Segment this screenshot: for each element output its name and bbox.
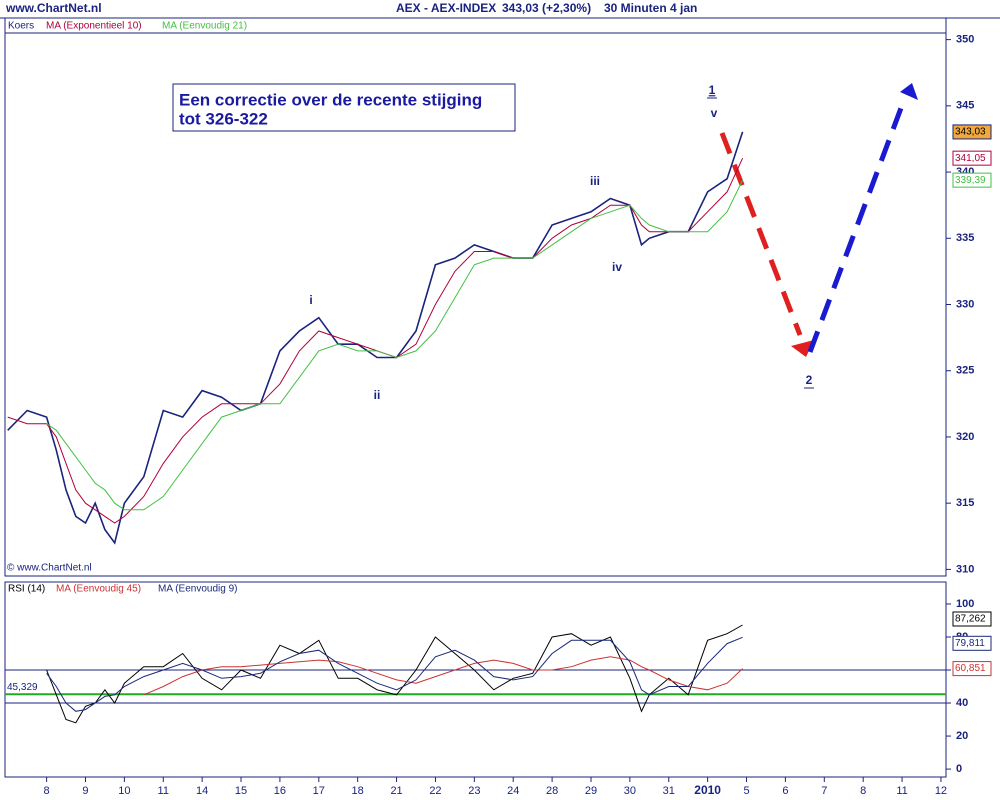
series-line: [46, 179, 744, 511]
series-line: [7, 157, 744, 524]
x-tick-label: 15: [235, 785, 247, 797]
x-tick-label: 8: [44, 785, 50, 797]
copyright: © www.ChartNet.nl: [7, 563, 92, 574]
x-tick-label: 18: [352, 785, 364, 797]
series-line: [46, 636, 743, 712]
last-value-box: [952, 635, 992, 651]
x-tick-label: 23: [468, 785, 480, 797]
plot-layer: 310315320325330335340345350343,03341,053…: [5, 34, 992, 797]
legend-entry: MA (Eenvoudig 21): [162, 21, 247, 32]
last-value-box: [952, 172, 992, 188]
x-tick-label: 9: [82, 785, 88, 797]
legend-entry: MA (Exponentieel 10): [46, 21, 142, 32]
y-tick-label: 315: [956, 497, 974, 509]
x-tick-label: 11: [158, 785, 169, 797]
x-tick-label: 28: [546, 785, 558, 797]
y-tick-label: 325: [956, 365, 974, 377]
reference-label: 45,329: [7, 682, 38, 693]
y-tick-label: 335: [956, 232, 974, 244]
last-value-box: [952, 611, 992, 627]
y-tick-label: 0: [956, 763, 962, 775]
y-tick-label: 350: [956, 34, 974, 46]
rsi-panel: [4, 581, 947, 778]
series-line: [46, 624, 743, 724]
quote: 343,03 (+2,30%): [502, 1, 591, 15]
last-value-label: 79,811: [955, 638, 985, 649]
y-tick-label: 40: [956, 697, 968, 709]
wave-label: ii: [374, 388, 381, 402]
last-value-box: [952, 124, 992, 140]
comment-line: Een correctie over de recente stijging: [179, 90, 482, 109]
y-tick-label: 320: [956, 431, 974, 443]
wave-label: iv: [612, 260, 622, 274]
price-panel: [4, 17, 947, 577]
x-tick-label: 14: [196, 785, 208, 797]
arrow-head: [791, 340, 814, 357]
series-line: [143, 656, 743, 696]
x-tick-label: 2010: [694, 783, 721, 797]
arrow-head: [900, 83, 918, 100]
x-tick-label: 7: [821, 785, 827, 797]
wave-label: v: [711, 106, 718, 120]
x-tick-label: 5: [743, 785, 749, 797]
legend-entry: RSI (14): [8, 584, 45, 595]
site: www.ChartNet.nl: [5, 1, 102, 15]
x-tick-label: 21: [390, 785, 402, 797]
x-tick-label: 30: [624, 785, 636, 797]
x-tick-label: 12: [935, 785, 947, 797]
legend-entry: MA (Eenvoudig 45): [56, 584, 141, 595]
y-tick-label: 20: [956, 730, 968, 742]
series-line: [7, 131, 744, 545]
x-tick-label: 16: [274, 785, 286, 797]
x-tick-label: 10: [118, 785, 130, 797]
wave-label: 1: [709, 83, 716, 97]
last-value-box: [952, 150, 992, 166]
instrument: AEX - AEX-INDEX: [396, 1, 496, 15]
wave-label: iii: [590, 174, 600, 188]
last-value-label: 341,05: [955, 153, 986, 164]
last-value-label: 339,39: [955, 175, 986, 186]
last-value-label: 60,851: [955, 663, 986, 674]
x-tick-label: 6: [782, 785, 788, 797]
x-tick-label: 8: [860, 785, 866, 797]
x-tick-label: 29: [585, 785, 597, 797]
x-tick-label: 24: [507, 785, 519, 797]
y-tick-label: 330: [956, 298, 974, 310]
y-tick-label: 100: [956, 598, 974, 610]
x-tick-label: 22: [429, 785, 441, 797]
comment-box: [172, 83, 516, 132]
x-tick-label: 11: [896, 785, 907, 797]
legend-entry: Koers: [8, 21, 34, 32]
comment-line: tot 326-322: [179, 109, 268, 128]
arrow-down: [719, 132, 803, 336]
y-tick-label: 310: [956, 563, 974, 575]
wave-label: 2: [806, 373, 813, 387]
last-value-box: [952, 661, 992, 677]
y-tick-label: 345: [956, 100, 974, 112]
last-value-label: 343,03: [955, 127, 986, 138]
period: 30 Minuten 4 jan: [604, 1, 697, 15]
legend-entry: MA (Eenvoudig 9): [158, 584, 238, 595]
arrow-up: [807, 99, 907, 353]
last-value-label: 87,262: [955, 614, 986, 625]
wave-label: i: [309, 293, 312, 307]
x-tick-label: 31: [663, 785, 675, 797]
x-tick-label: 17: [313, 785, 325, 797]
